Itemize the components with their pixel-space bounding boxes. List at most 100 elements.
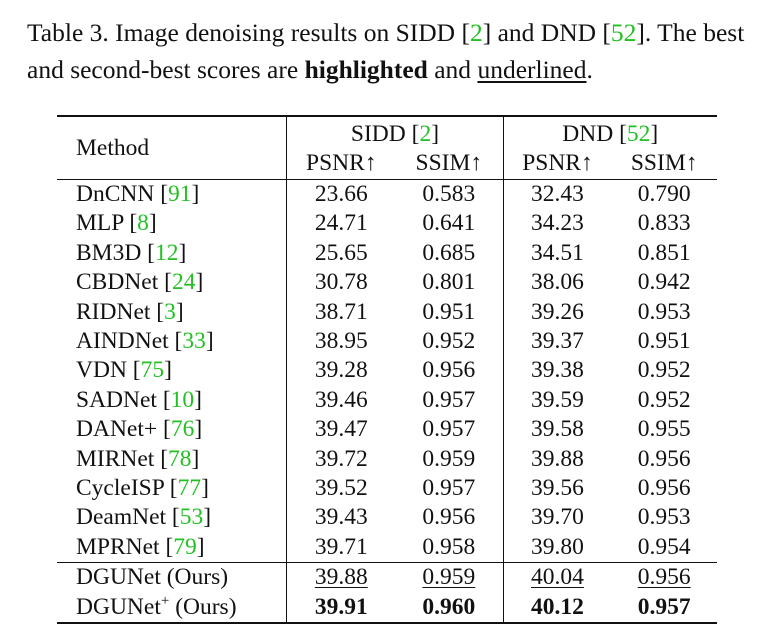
value-cell: 0.959: [395, 562, 504, 593]
method-cell: BM3D [12]: [57, 238, 288, 269]
method-name: MLP: [76, 210, 124, 237]
value-cell: 38.71: [314, 298, 368, 325]
caption-text: ]. The best and second-best scores are: [27, 18, 745, 84]
metric-header: SSIM↑: [415, 150, 483, 176]
table-row: AINDNet [33] 38.95 0.952 39.37 0.951: [57, 327, 717, 357]
value-cell: 0.957: [422, 475, 476, 502]
table-row: MIRNet [78] 39.72 0.959 39.88 0.956: [57, 444, 717, 475]
table-row: MLP [8] 24.71 0.641 34.23 0.833: [57, 209, 717, 239]
value-cell: 0.685: [422, 239, 476, 266]
value-cell: 40.12: [502, 592, 612, 625]
method-name: AINDNet: [76, 328, 169, 355]
value-cell: 39.56: [502, 474, 612, 504]
method-name: VDN: [76, 357, 127, 384]
value-cell: 39.88: [286, 562, 396, 593]
method-cell: MLP [8]: [57, 209, 288, 239]
citation-link[interactable]: 75: [140, 357, 165, 384]
caption-bold-word: highlighted: [304, 55, 428, 84]
citation-link[interactable]: 33: [182, 328, 206, 355]
value-cell: 39.28: [314, 357, 368, 384]
method-name: RIDNet: [76, 298, 151, 325]
results-table: Method SIDD [2] DND [52] PSNR↑ SSIM↑ PSN…: [57, 115, 717, 625]
method-header: Method: [57, 115, 288, 180]
value-cell: 0.801: [422, 269, 476, 296]
method-superscript: +: [160, 592, 170, 609]
value-cell: 0.641: [422, 210, 476, 237]
value-cell: 39.43: [314, 504, 368, 531]
citation-link[interactable]: 24: [171, 269, 196, 296]
value-cell: 25.65: [314, 239, 368, 266]
citation-link[interactable]: 78: [168, 445, 192, 472]
value-cell: 39.80: [502, 532, 612, 563]
value-cell: 23.66: [286, 179, 396, 210]
method-cell: CBDNet [24]: [57, 268, 288, 298]
value-cell: 0.790: [611, 179, 717, 210]
citation-link[interactable]: 10: [170, 386, 195, 413]
caption-text: and: [427, 55, 478, 84]
table-caption: Table 3. Image denoising results on SIDD…: [27, 14, 777, 88]
value-cell: 40.04: [502, 562, 612, 593]
caption-text: .: [586, 55, 593, 84]
value-cell: 0.957: [611, 592, 717, 625]
citation-link[interactable]: 79: [173, 533, 197, 560]
value-cell: 0.956: [422, 504, 476, 531]
method-name: CBDNet: [76, 269, 159, 296]
method-name: DGUNet: [76, 593, 161, 620]
second-best-score: 0.959: [422, 564, 476, 591]
citation-link[interactable]: 76: [170, 416, 195, 443]
value-cell: 38.95: [314, 328, 368, 355]
method-name: SADNet: [76, 386, 157, 413]
value-cell: 0.956: [637, 475, 691, 502]
second-best-score: 40.04: [531, 564, 584, 591]
value-cell: 0.956: [637, 445, 691, 472]
method-name: DeamNet: [76, 504, 167, 531]
table-row: VDN [75] 39.28 0.956 39.38 0.952: [57, 356, 717, 386]
value-cell: 39.47: [314, 416, 368, 443]
value-cell: 39.58: [502, 415, 612, 445]
value-cell: 0.959: [422, 445, 476, 472]
method-name: DnCNN: [76, 181, 155, 207]
value-cell: 0.952: [422, 328, 476, 355]
value-cell: 0.952: [637, 386, 691, 413]
citation-link[interactable]: 3: [164, 298, 176, 325]
method-name: BM3D: [76, 239, 142, 266]
metric-header: PSNR↑: [502, 148, 612, 180]
method-cell: CycleISP [77]: [57, 474, 288, 504]
method-cell: DGUNet+ (Ours): [57, 592, 288, 625]
method-cell: MIRNet [78]: [57, 444, 288, 475]
citation-link-sidd[interactable]: 2: [469, 18, 483, 47]
method-cell: DANet+ [76]: [57, 415, 288, 445]
caption-text: Table 3. Image denoising results on SIDD…: [27, 18, 470, 47]
value-cell: 39.26: [502, 297, 612, 328]
citation-link-dnd[interactable]: 52: [626, 121, 651, 147]
method-name: CycleISP: [76, 475, 164, 502]
table-row: SADNet [10] 39.46 0.957 39.59 0.952: [57, 385, 717, 416]
method-name: DANet+: [76, 416, 158, 443]
citation-link-sidd[interactable]: 2: [419, 121, 432, 147]
table-row: DeamNet [53] 39.43 0.956 39.70 0.953: [57, 503, 717, 533]
caption-text: ] and DND [: [482, 18, 611, 47]
value-cell: 24.71: [314, 210, 368, 237]
citation-link[interactable]: 8: [137, 210, 149, 237]
value-cell: 0.957: [422, 416, 476, 443]
value-cell: 39.59: [502, 385, 612, 416]
citation-link[interactable]: 91: [168, 181, 192, 207]
method-name: MPRNet: [76, 533, 160, 560]
group-name: SIDD: [350, 121, 406, 147]
header-row-groups: Method SIDD [2] DND [52]: [57, 115, 717, 180]
value-cell: 0.954: [637, 533, 691, 560]
second-best-score: 0.956: [637, 564, 691, 591]
value-cell: 0.952: [637, 357, 691, 384]
value-cell: 39.72: [314, 445, 368, 472]
citation-link-dnd[interactable]: 52: [610, 18, 637, 47]
metric-header: PSNR↑: [306, 150, 377, 176]
value-cell: 34.23: [502, 209, 612, 239]
value-cell: 39.52: [314, 475, 368, 502]
value-cell: 0.951: [422, 298, 476, 325]
method-cell: DnCNN [91]: [57, 179, 288, 210]
citation-link[interactable]: 77: [177, 475, 202, 502]
best-score: 40.12: [531, 593, 584, 620]
citation-link[interactable]: 53: [179, 504, 204, 531]
citation-link[interactable]: 12: [155, 239, 179, 266]
method-cell: DGUNet (Ours): [57, 562, 288, 593]
